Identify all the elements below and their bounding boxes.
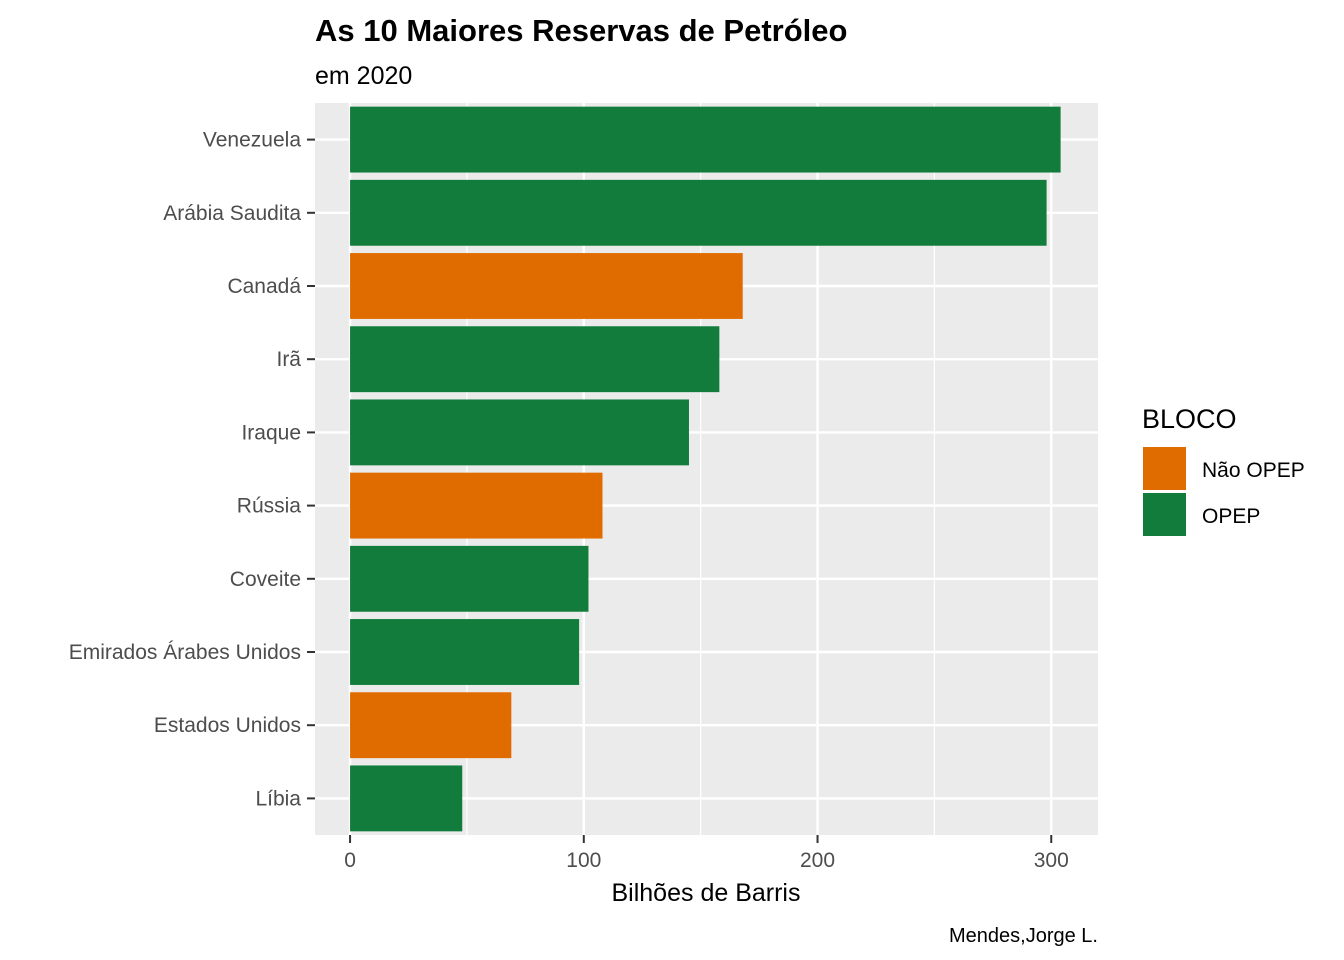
x-tick-label: 100 <box>566 849 601 872</box>
bar <box>350 472 603 539</box>
x-tick-label: 0 <box>344 849 356 872</box>
y-axis: Venezuela Arábia Saudita Canadá Irã Iraque Rú… <box>69 129 315 810</box>
bar <box>350 619 580 685</box>
x-tick-label: 300 <box>1034 849 1069 872</box>
bar <box>350 765 463 832</box>
y-tick-label: Coveite <box>230 568 301 591</box>
legend-label-nao-opep: Não OPEP <box>1202 459 1305 482</box>
y-tick-label: Venezuela <box>203 129 301 152</box>
x-axis: 0 100 200 300 <box>344 835 1069 872</box>
bar <box>350 253 743 319</box>
chart-subtitle: em 2020 <box>315 62 412 90</box>
bar <box>350 106 1061 173</box>
legend-title: BLOCO <box>1142 404 1237 434</box>
y-tick-label: Estados Unidos <box>154 714 301 737</box>
y-tick-label: Rússia <box>237 495 302 518</box>
y-tick-label: Emirados Árabes Unidos <box>69 641 301 664</box>
bar <box>350 179 1047 246</box>
bar <box>350 692 512 759</box>
x-axis-title: Bilhões de Barris <box>612 879 801 907</box>
y-tick-label: Iraque <box>241 421 301 444</box>
bar <box>350 545 589 612</box>
bar <box>350 326 720 393</box>
chart-caption: Mendes,Jorge L. <box>949 925 1098 947</box>
legend-swatch-opep <box>1143 493 1186 536</box>
y-tick-label: Arábia Saudita <box>163 202 301 225</box>
y-tick-label: Canadá <box>227 275 301 298</box>
x-tick-label: 200 <box>800 849 835 872</box>
bar <box>350 399 689 466</box>
legend-label-opep: OPEP <box>1202 505 1260 528</box>
bars-group <box>350 106 1061 832</box>
y-tick-label: Líbia <box>255 787 301 810</box>
legend: BLOCO Não OPEP OPEP <box>1142 404 1305 536</box>
legend-swatch-nao-opep <box>1143 447 1186 490</box>
y-tick-label: Irã <box>276 348 301 371</box>
chart-title: As 10 Maiores Reservas de Petróleo <box>315 13 847 48</box>
